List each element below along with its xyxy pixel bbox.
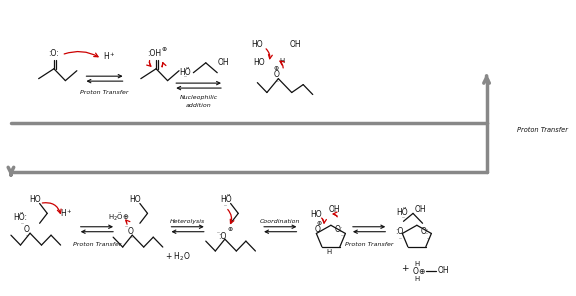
Text: HO: HO	[29, 195, 41, 204]
Text: O: O	[23, 225, 29, 234]
Text: HO: HO	[252, 41, 263, 49]
Text: ..: ..	[184, 73, 188, 78]
Text: ..: ..	[401, 214, 406, 219]
Text: Proton Transfer: Proton Transfer	[80, 90, 129, 95]
Text: OH: OH	[415, 205, 426, 214]
Text: H: H	[414, 261, 419, 267]
Text: HO: HO	[129, 195, 141, 204]
Text: Coordination: Coordination	[260, 219, 301, 224]
Text: OH: OH	[329, 205, 340, 214]
Text: ..: ..	[129, 234, 133, 239]
Text: OH: OH	[217, 58, 229, 67]
Text: O:: O:	[335, 225, 343, 234]
Text: H$^+$: H$^+$	[60, 207, 73, 219]
Text: $\oplus$: $\oplus$	[228, 225, 234, 233]
Text: H: H	[414, 276, 419, 282]
Text: OH: OH	[290, 41, 301, 49]
Text: ..: ..	[20, 220, 24, 225]
Text: ..: ..	[399, 235, 403, 240]
Text: HÖ: HÖ	[220, 195, 232, 204]
Text: Proton Transfer: Proton Transfer	[517, 127, 568, 133]
Text: Proton Transfer: Proton Transfer	[345, 242, 393, 247]
Text: ..: ..	[216, 229, 220, 234]
Text: O$\oplus$: O$\oplus$	[412, 265, 426, 276]
Text: HÖ:: HÖ:	[13, 213, 28, 222]
Text: HÖ: HÖ	[396, 208, 407, 217]
Text: $\oplus$: $\oplus$	[273, 64, 280, 72]
Text: O:: O:	[420, 227, 429, 236]
Text: :O:: :O:	[48, 49, 59, 58]
Text: HÖ: HÖ	[179, 68, 191, 77]
Text: :OH: :OH	[147, 49, 161, 58]
Text: ..: ..	[426, 235, 430, 240]
Text: HO: HO	[310, 210, 321, 219]
Text: Nucleophilic: Nucleophilic	[180, 95, 218, 100]
Text: H: H	[279, 58, 285, 64]
Text: +: +	[401, 264, 408, 273]
Text: O: O	[274, 70, 279, 79]
Text: :O: :O	[218, 232, 226, 241]
Text: $\oplus$: $\oplus$	[161, 45, 168, 53]
Text: O: O	[127, 227, 133, 236]
Text: ..: ..	[223, 202, 227, 207]
Text: H$_2$Ö$\oplus$: H$_2$Ö$\oplus$	[108, 211, 130, 223]
Text: Heterolysis: Heterolysis	[170, 219, 205, 224]
Text: H$^+$: H$^+$	[103, 50, 116, 62]
Text: HO: HO	[253, 58, 265, 67]
Text: H: H	[327, 249, 332, 255]
Text: OH: OH	[438, 266, 449, 275]
Text: addition: addition	[186, 103, 212, 108]
Text: $\oplus$: $\oplus$	[316, 219, 323, 227]
Text: ..: ..	[340, 232, 344, 237]
Text: :O: :O	[396, 227, 404, 236]
Text: ..: ..	[124, 223, 128, 228]
Text: ..: ..	[275, 78, 279, 83]
Text: + H$_2$O: + H$_2$O	[165, 251, 191, 263]
Text: ..: ..	[25, 232, 29, 237]
Text: Proton Transfer: Proton Transfer	[73, 242, 121, 247]
Text: O: O	[314, 225, 320, 234]
